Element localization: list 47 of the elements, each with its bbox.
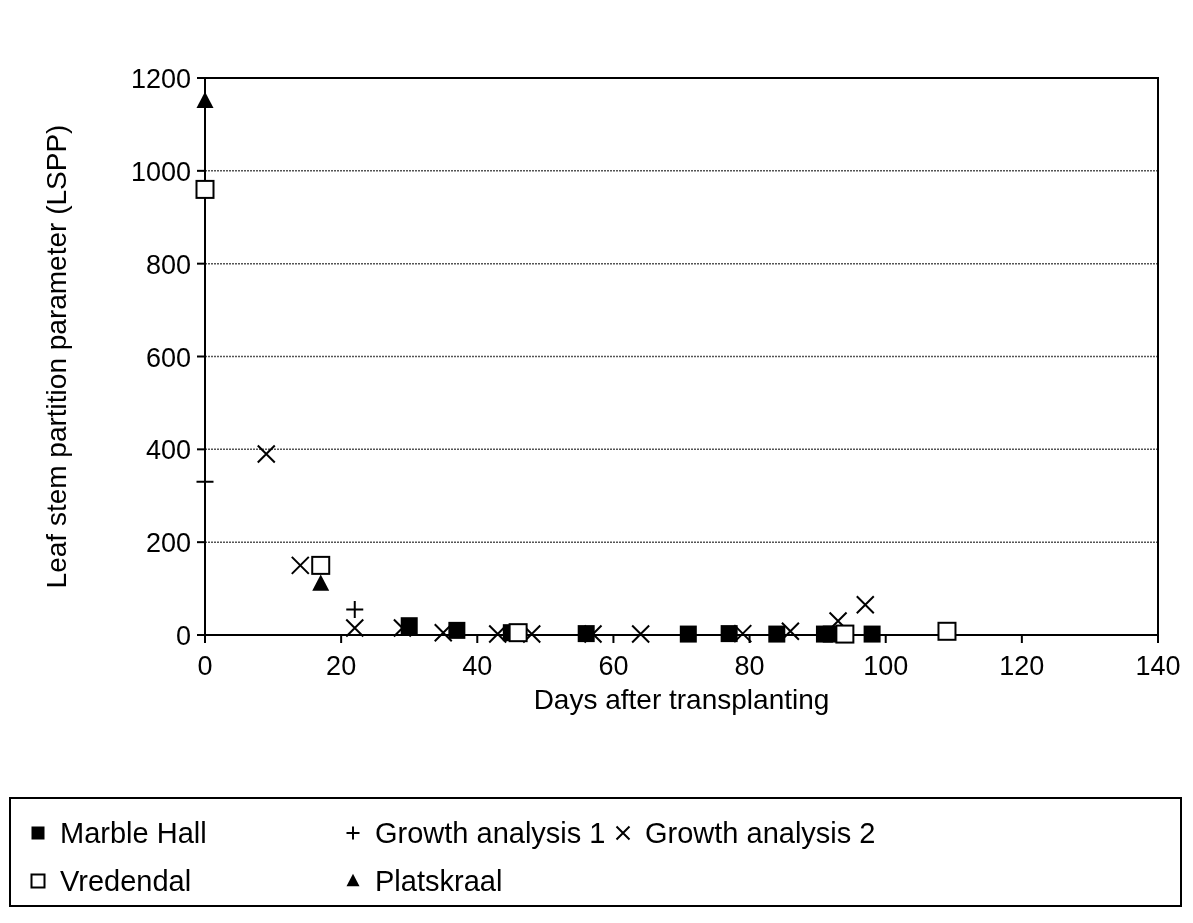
point: [835, 624, 855, 644]
point: [311, 555, 331, 575]
legend-label: Growth analysis 2: [645, 817, 876, 849]
point: [855, 595, 875, 615]
point: [631, 624, 651, 644]
point: [392, 618, 412, 638]
legend-label: Platskraal: [375, 865, 503, 897]
y-tick-label: 600: [145, 342, 191, 373]
point: [508, 623, 528, 643]
point: [679, 625, 697, 643]
point: [488, 624, 508, 644]
x-tick-label: 40: [462, 651, 493, 681]
point: [522, 624, 542, 644]
point: [448, 621, 466, 639]
point: [733, 624, 753, 644]
x-tick-label: 100: [863, 651, 909, 681]
y-tick-label: 1200: [130, 64, 191, 94]
point: [937, 621, 957, 641]
legend-label: Growth analysis 1: [375, 817, 606, 849]
point: [290, 555, 310, 575]
point: [780, 621, 800, 641]
point: [768, 625, 786, 643]
legend-label: Marble Hall: [60, 817, 207, 849]
x-tick-label: 0: [197, 651, 213, 681]
point: [863, 625, 881, 643]
y-tick-label: 1000: [130, 156, 191, 187]
point: [345, 599, 365, 619]
point: [433, 623, 453, 643]
legend-label: Vredendal: [60, 865, 192, 897]
y-tick-label: 200: [145, 528, 191, 559]
y-tick-label: 800: [145, 249, 191, 280]
point: [196, 91, 214, 109]
point: [312, 574, 330, 591]
y-axis-title: Leaf stem partition parameter (LSPP): [41, 124, 72, 589]
x-tick-label: 20: [326, 651, 357, 681]
y-tick-label: 0: [175, 621, 191, 651]
point: [256, 444, 276, 464]
x-tick-label: 60: [598, 651, 629, 681]
x-tick-label: 120: [999, 651, 1045, 681]
point: [195, 179, 215, 199]
x-tick-label: 140: [1135, 651, 1181, 681]
point: [345, 618, 365, 638]
point: [583, 624, 603, 644]
y-tick-label: 400: [145, 435, 191, 466]
x-tick-label: 80: [734, 651, 765, 681]
point: [720, 625, 738, 643]
x-axis-title: Days after transplanting: [533, 684, 830, 715]
